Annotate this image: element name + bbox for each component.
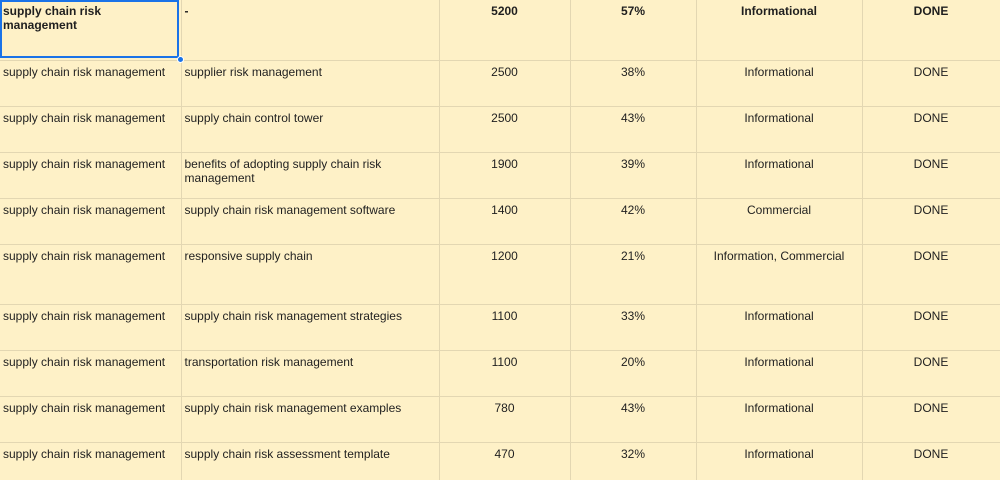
- header-row: supply chain risk management - 5200 57% …: [0, 0, 1000, 61]
- cell-status[interactable]: DONE: [862, 350, 1000, 397]
- cell-keyword[interactable]: -: [181, 0, 440, 61]
- cell-percent[interactable]: 21%: [570, 244, 697, 305]
- cell-status[interactable]: DONE: [862, 152, 1000, 199]
- cell-keyword[interactable]: transportation risk management: [181, 350, 440, 397]
- cell-percent[interactable]: 43%: [570, 106, 697, 153]
- cell-keyword[interactable]: benefits of adopting supply chain risk m…: [181, 152, 440, 199]
- cell-volume[interactable]: 1200: [439, 244, 571, 305]
- cell-keyword[interactable]: supply chain risk management examples: [181, 396, 440, 443]
- cell-intent[interactable]: Informational: [696, 304, 863, 351]
- cell-status[interactable]: DONE: [862, 442, 1000, 480]
- cell-volume[interactable]: 1100: [439, 304, 571, 351]
- cell-intent[interactable]: Commercial: [696, 198, 863, 245]
- cell-seed-keyword[interactable]: supply chain risk management: [0, 396, 182, 443]
- cell-keyword[interactable]: responsive supply chain: [181, 244, 440, 305]
- cell-intent[interactable]: Informational: [696, 442, 863, 480]
- cell-seed-keyword[interactable]: supply chain risk management: [0, 244, 182, 305]
- cell-intent[interactable]: Information, Commercial: [696, 244, 863, 305]
- cell-percent[interactable]: 39%: [570, 152, 697, 199]
- cell-status[interactable]: DONE: [862, 198, 1000, 245]
- cell-percent[interactable]: 42%: [570, 198, 697, 245]
- cell-keyword[interactable]: supply chain risk management software: [181, 198, 440, 245]
- table-row: supply chain risk management supplier ri…: [0, 60, 1000, 107]
- table-row: supply chain risk management benefits of…: [0, 152, 1000, 199]
- cell-intent[interactable]: Informational: [696, 152, 863, 199]
- cell-percent[interactable]: 57%: [570, 0, 697, 61]
- cell-seed-keyword[interactable]: supply chain risk management: [0, 442, 182, 480]
- cell-volume[interactable]: 5200: [439, 0, 571, 61]
- cell-intent[interactable]: Informational: [696, 0, 863, 61]
- cell-volume[interactable]: 780: [439, 396, 571, 443]
- table-row: supply chain risk management supply chai…: [0, 304, 1000, 351]
- cell-percent[interactable]: 38%: [570, 60, 697, 107]
- cell-seed-keyword[interactable]: supply chain risk management: [0, 60, 182, 107]
- table-row: supply chain risk management supply chai…: [0, 442, 1000, 480]
- cell-seed-keyword[interactable]: supply chain risk management: [0, 0, 182, 61]
- table-row: supply chain risk management supply chai…: [0, 396, 1000, 443]
- cell-volume[interactable]: 2500: [439, 106, 571, 153]
- cell-seed-keyword[interactable]: supply chain risk management: [0, 106, 182, 153]
- cell-status[interactable]: DONE: [862, 106, 1000, 153]
- cell-keyword[interactable]: supply chain risk management strategies: [181, 304, 440, 351]
- cell-status[interactable]: DONE: [862, 244, 1000, 305]
- table-row: supply chain risk management supply chai…: [0, 106, 1000, 153]
- cell-seed-keyword[interactable]: supply chain risk management: [0, 152, 182, 199]
- table-row: supply chain risk management responsive …: [0, 244, 1000, 305]
- cell-volume[interactable]: 1900: [439, 152, 571, 199]
- table-row: supply chain risk management transportat…: [0, 350, 1000, 397]
- cell-percent[interactable]: 33%: [570, 304, 697, 351]
- cell-seed-keyword[interactable]: supply chain risk management: [0, 304, 182, 351]
- cell-intent[interactable]: Informational: [696, 106, 863, 153]
- cell-status[interactable]: DONE: [862, 0, 1000, 61]
- cell-seed-keyword[interactable]: supply chain risk management: [0, 350, 182, 397]
- fill-handle[interactable]: [177, 56, 184, 63]
- cell-intent[interactable]: Informational: [696, 396, 863, 443]
- cell-volume[interactable]: 1400: [439, 198, 571, 245]
- cell-status[interactable]: DONE: [862, 60, 1000, 107]
- cell-volume[interactable]: 470: [439, 442, 571, 480]
- cell-volume[interactable]: 1100: [439, 350, 571, 397]
- cell-status[interactable]: DONE: [862, 304, 1000, 351]
- cell-intent[interactable]: Informational: [696, 350, 863, 397]
- cell-status[interactable]: DONE: [862, 396, 1000, 443]
- cell-percent[interactable]: 32%: [570, 442, 697, 480]
- cell-keyword[interactable]: supply chain risk assessment template: [181, 442, 440, 480]
- cell-keyword[interactable]: supply chain control tower: [181, 106, 440, 153]
- cell-seed-keyword[interactable]: supply chain risk management: [0, 198, 182, 245]
- cell-keyword[interactable]: supplier risk management: [181, 60, 440, 107]
- cell-volume[interactable]: 2500: [439, 60, 571, 107]
- table-row: supply chain risk management supply chai…: [0, 198, 1000, 245]
- cell-intent[interactable]: Informational: [696, 60, 863, 107]
- cell-percent[interactable]: 20%: [570, 350, 697, 397]
- cell-percent[interactable]: 43%: [570, 396, 697, 443]
